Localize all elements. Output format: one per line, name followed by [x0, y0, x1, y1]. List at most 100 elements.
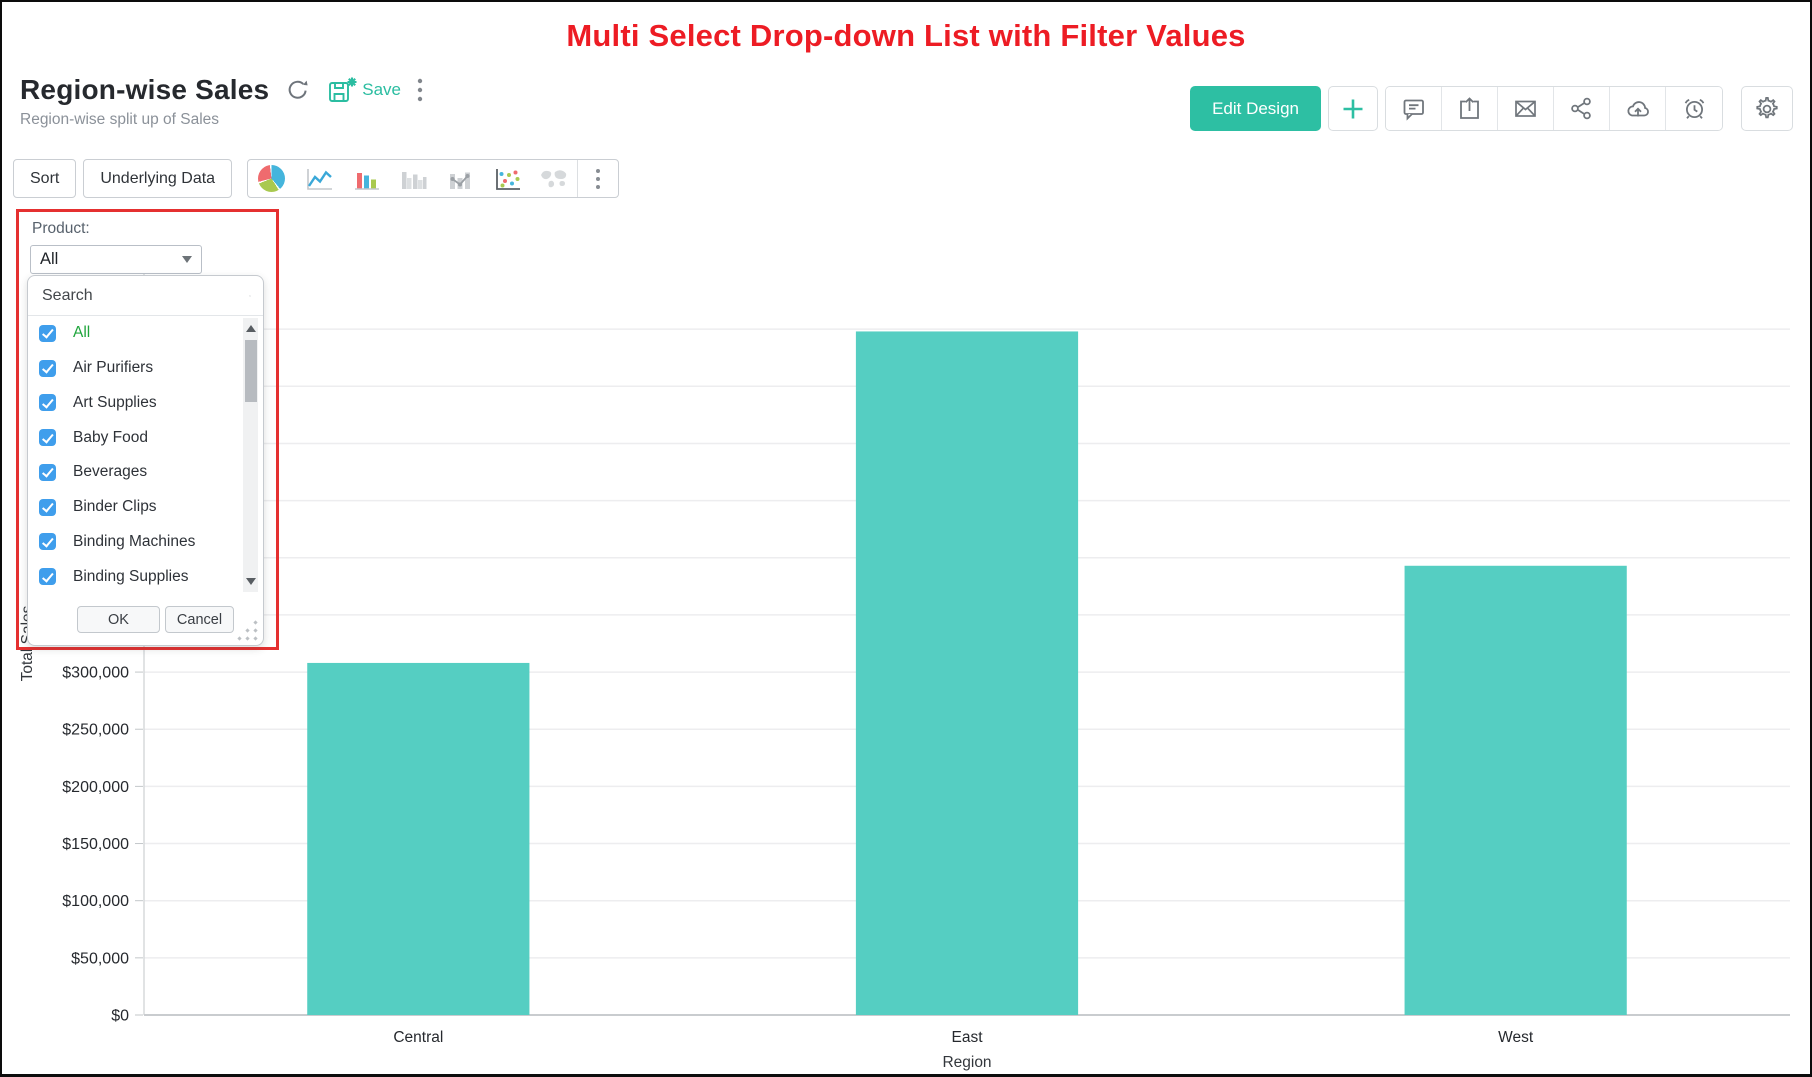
filter-option[interactable]: Baby Food — [28, 420, 263, 455]
bar-chart-icon — [354, 172, 379, 190]
chart-more-button[interactable] — [578, 160, 618, 197]
scatter-plot-icon — [495, 168, 520, 190]
x-tick-label: West — [1498, 1029, 1534, 1046]
bar-west[interactable] — [1404, 565, 1627, 1015]
cloud-upload-icon — [1626, 100, 1649, 116]
refresh-button[interactable] — [285, 77, 311, 103]
y-tick-label: $200,000 — [62, 779, 129, 796]
report-title: Region-wise Sales — [20, 74, 270, 105]
email-button[interactable] — [1498, 87, 1554, 130]
dropdown-selected-value: All — [40, 250, 59, 268]
edit-design-button[interactable]: Edit Design — [1190, 86, 1321, 131]
checkbox-checked-icon[interactable] — [39, 533, 56, 551]
filter-option-label: All — [73, 324, 91, 342]
alerts-button[interactable] — [1666, 87, 1722, 130]
search-bar — [28, 276, 263, 316]
header-actions: Edit Design — [1190, 86, 1793, 131]
y-tick-label: $50,000 — [71, 950, 129, 967]
chart-type-strip — [247, 159, 620, 198]
filter-option-label: Binder Clips — [73, 498, 157, 516]
checkbox-checked-icon[interactable] — [39, 498, 56, 516]
bar-central[interactable] — [307, 662, 530, 1015]
page-title: Multi Select Drop-down List with Filter … — [566, 18, 1246, 53]
chart-toolbar: Sort Underlying Data — [13, 159, 620, 198]
email-icon — [1515, 100, 1536, 117]
comments-button[interactable] — [1386, 87, 1442, 130]
scrollbar[interactable] — [243, 318, 258, 592]
filter-option-label: Beverages — [73, 463, 148, 481]
filter-label: Product: — [32, 220, 90, 237]
filter-dropdown-popup: All Air Purifiers Art Supplies Baby Food… — [27, 275, 264, 646]
search-input[interactable] — [42, 286, 249, 305]
search-icon[interactable] — [249, 286, 251, 306]
filter-option[interactable]: Binding Supplies — [28, 559, 263, 594]
scroll-down-icon[interactable] — [245, 578, 256, 585]
filter-option-all[interactable]: All — [28, 316, 263, 351]
y-tick-label: $100,000 — [62, 893, 129, 910]
add-button[interactable] — [1328, 86, 1378, 131]
plus-icon — [1343, 99, 1363, 118]
share-button-group — [1385, 86, 1723, 131]
chevron-down-icon — [182, 256, 192, 263]
divider — [577, 160, 579, 197]
filter-option[interactable]: Art Supplies — [28, 386, 263, 421]
settings-button[interactable] — [1741, 86, 1793, 131]
export-button[interactable] — [1442, 87, 1498, 130]
comment-icon — [1403, 99, 1424, 121]
chart-type-scatter-button[interactable] — [483, 160, 530, 197]
refresh-icon — [288, 80, 308, 99]
save-floppy-icon — [329, 77, 357, 102]
y-tick-label: $0 — [111, 1008, 129, 1025]
cancel-button[interactable]: Cancel — [165, 606, 234, 633]
world-map-icon — [540, 169, 566, 187]
y-tick-label: $250,000 — [62, 722, 129, 739]
filter-option-label: Binding Supplies — [73, 567, 189, 585]
save-label: Save — [362, 80, 402, 99]
chart-type-map-button[interactable] — [530, 160, 577, 197]
filter-option[interactable]: Air Purifiers — [28, 351, 263, 386]
checkbox-checked-icon[interactable] — [39, 394, 56, 412]
y-tick-label: $150,000 — [62, 836, 129, 853]
gear-icon — [1756, 96, 1778, 118]
publish-button[interactable] — [1610, 87, 1666, 130]
checkbox-checked-icon[interactable] — [39, 463, 56, 481]
report-subtitle: Region-wise split up of Sales — [20, 111, 220, 128]
checkbox-checked-icon[interactable] — [39, 324, 56, 342]
checkbox-checked-icon[interactable] — [39, 429, 56, 447]
chart-type-grouped-bar-button[interactable] — [389, 160, 436, 197]
bar-east[interactable] — [855, 331, 1079, 1015]
sort-button[interactable]: Sort — [13, 159, 77, 198]
underlying-data-button[interactable]: Underlying Data — [83, 159, 233, 198]
filter-option[interactable]: Binder Clips — [28, 490, 263, 525]
share-icon — [1571, 97, 1591, 120]
save-button[interactable]: Save — [327, 76, 401, 104]
checkbox-checked-icon[interactable] — [39, 568, 56, 586]
product-dropdown[interactable]: All — [30, 245, 202, 274]
x-axis-title: Region — [942, 1054, 991, 1071]
scrollbar-thumb[interactable] — [244, 340, 257, 402]
bar-line-chart-icon — [449, 172, 470, 189]
filter-option-label: Art Supplies — [73, 393, 157, 411]
ok-button[interactable]: OK — [77, 606, 160, 633]
alarm-icon — [1684, 98, 1704, 119]
product-filter-panel: Product: All All Air Purifiers — [16, 209, 279, 650]
scroll-up-icon[interactable] — [245, 325, 256, 332]
filter-option[interactable]: Beverages — [28, 455, 263, 490]
resize-handle-icon[interactable] — [234, 617, 260, 643]
line-chart-icon — [306, 168, 332, 190]
filter-options-list: All Air Purifiers Art Supplies Baby Food… — [28, 316, 263, 594]
share-button[interactable] — [1554, 87, 1610, 130]
more-options-button[interactable] — [417, 78, 423, 102]
pie-chart-icon — [258, 165, 286, 192]
chart-type-bar-button[interactable] — [342, 160, 389, 197]
filter-option[interactable]: Binding Machines — [28, 525, 263, 560]
chart-type-line-button[interactable] — [295, 160, 342, 197]
kebab-menu-icon — [417, 78, 423, 102]
x-tick-label: Central — [393, 1029, 443, 1046]
export-icon — [1460, 97, 1479, 119]
chart-type-pie-button[interactable] — [248, 160, 295, 197]
chart-type-bar-line-button[interactable] — [436, 160, 483, 197]
checkbox-checked-icon[interactable] — [39, 359, 56, 377]
report-header: Region-wise Sales Save — [20, 74, 423, 129]
